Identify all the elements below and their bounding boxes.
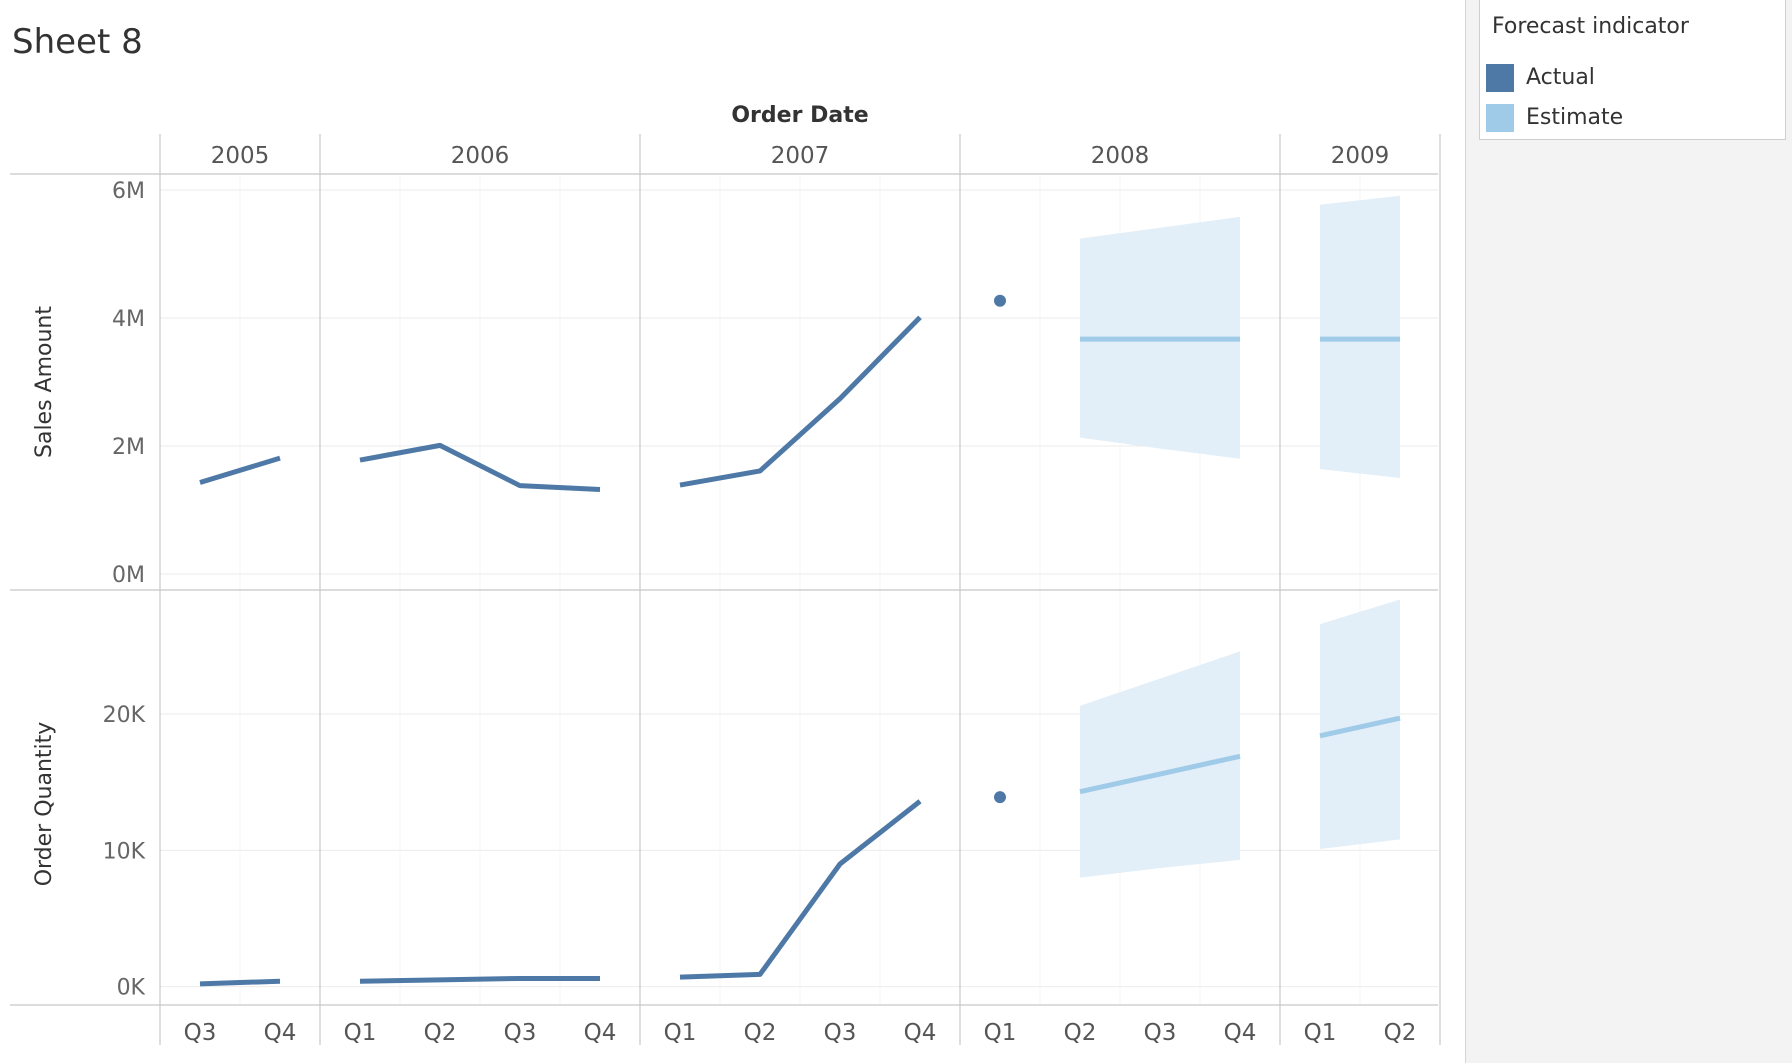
quarter-label: Q4 — [1224, 1020, 1257, 1046]
forecast-band — [1320, 599, 1400, 849]
actual-point — [994, 791, 1006, 804]
quarter-label: Q4 — [584, 1020, 617, 1046]
quarter-label: Q2 — [1384, 1020, 1417, 1046]
forecast-chart: 0M 2M 4M 6M 0K 10K 20K Order Date 2005 2006 2007 20… — [10, 103, 1441, 1046]
actual-line — [679, 799, 922, 980]
estimate-line — [1079, 753, 1241, 795]
quarter-label: Q2 — [424, 1020, 457, 1046]
y-tick-label: 0M — [112, 563, 145, 588]
quarter-label: Q3 — [824, 1020, 857, 1046]
measure-axis-label: Order Quantity — [32, 722, 57, 887]
legend-swatch-estimate — [1486, 104, 1514, 132]
x-header-title: Order Date — [731, 103, 868, 128]
year-header-label: 2008 — [1091, 143, 1150, 169]
actual-line — [359, 975, 600, 984]
quarter-label: Q4 — [264, 1020, 297, 1046]
quarter-label: Q3 — [1144, 1020, 1177, 1046]
actual-line — [359, 442, 601, 493]
year-header-label: 2005 — [211, 143, 270, 169]
actual-point — [994, 294, 1006, 307]
quarter-label: Q1 — [344, 1020, 377, 1046]
y-tick-label: 20K — [103, 703, 146, 728]
actual-line — [679, 315, 922, 488]
legend-swatch-actual — [1486, 64, 1514, 92]
sheet-title: Sheet 8 — [12, 22, 143, 62]
estimate-line — [1319, 715, 1401, 739]
y-tick-label: 0K — [117, 976, 146, 1001]
y-tick-label: 2M — [112, 435, 145, 460]
y-tick-label: 6M — [112, 179, 145, 204]
quarter-label: Q1 — [664, 1020, 697, 1046]
year-header-label: 2009 — [1331, 143, 1390, 169]
quarter-label: Q3 — [184, 1020, 217, 1046]
legend-pane — [1465, 0, 1792, 1063]
y-tick-label: 4M — [112, 307, 145, 332]
year-header-label: 2007 — [771, 143, 830, 169]
quarter-label: Q2 — [744, 1020, 777, 1046]
actual-line — [199, 455, 281, 485]
legend-title: Forecast indicator — [1492, 14, 1689, 39]
quarter-label: Q4 — [904, 1020, 937, 1046]
measure-axis-label: Sales Amount — [32, 306, 57, 458]
y-tick-label: 10K — [103, 839, 146, 864]
legend: Forecast indicator Actual Estimate — [1479, 0, 1786, 140]
year-header-label: 2006 — [451, 143, 510, 169]
actual-line — [199, 978, 281, 987]
quarter-label: Q1 — [1304, 1020, 1337, 1046]
quarter-label: Q3 — [504, 1020, 537, 1046]
quarter-label: Q2 — [1064, 1020, 1097, 1046]
forecast-band — [1080, 651, 1240, 878]
legend-label-actual: Actual — [1526, 65, 1595, 90]
legend-label-estimate: Estimate — [1526, 105, 1624, 130]
quarter-label: Q1 — [984, 1020, 1017, 1046]
